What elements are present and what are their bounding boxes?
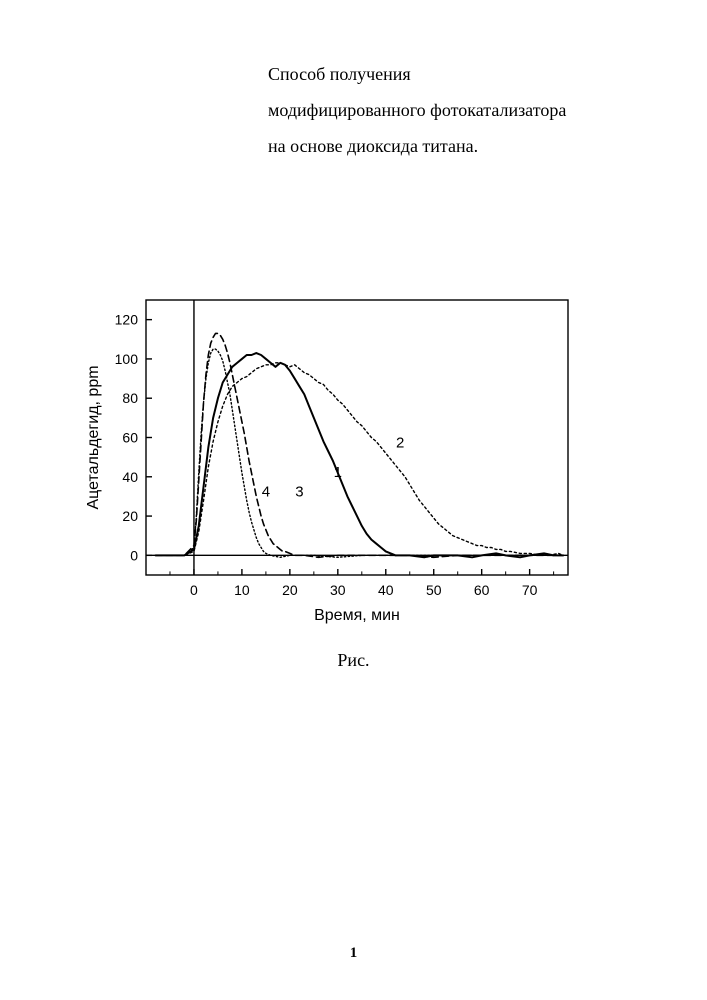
title-line-2: модифицированного фотокатализатора (268, 92, 588, 128)
chart-svg: 0 10 20 30 40 50 60 70 0 20 40 60 80 100 120 Время, мин… (78, 290, 578, 630)
svg-text:50: 50 (426, 582, 442, 598)
svg-text:30: 30 (330, 582, 346, 598)
svg-text:Время, мин: Время, мин (314, 607, 400, 624)
svg-text:40: 40 (122, 469, 138, 485)
title-line-3: на основе диоксида титана. (268, 128, 588, 164)
svg-text:80: 80 (122, 390, 138, 406)
svg-text:20: 20 (122, 508, 138, 524)
svg-text:3: 3 (295, 483, 303, 500)
figure-caption: Рис. (0, 650, 707, 671)
document-title: Способ получения модифицированного фоток… (268, 56, 588, 164)
acetaldehyde-chart: 0 10 20 30 40 50 60 70 0 20 40 60 80 100 120 Время, мин… (78, 290, 578, 635)
svg-text:10: 10 (234, 582, 250, 598)
svg-text:100: 100 (115, 351, 139, 367)
svg-text:0: 0 (190, 582, 198, 598)
svg-text:Ацетальдегид, ppm: Ацетальдегид, ppm (85, 365, 102, 509)
svg-text:120: 120 (115, 312, 139, 328)
svg-text:70: 70 (522, 582, 538, 598)
svg-text:1: 1 (334, 464, 342, 481)
svg-text:60: 60 (474, 582, 490, 598)
page-number: 1 (0, 945, 707, 962)
svg-text:20: 20 (282, 582, 298, 598)
svg-text:4: 4 (262, 483, 270, 500)
svg-text:0: 0 (130, 547, 138, 563)
svg-text:2: 2 (396, 434, 404, 451)
svg-text:60: 60 (122, 430, 138, 446)
svg-text:40: 40 (378, 582, 394, 598)
title-line-1: Способ получения (268, 56, 588, 92)
